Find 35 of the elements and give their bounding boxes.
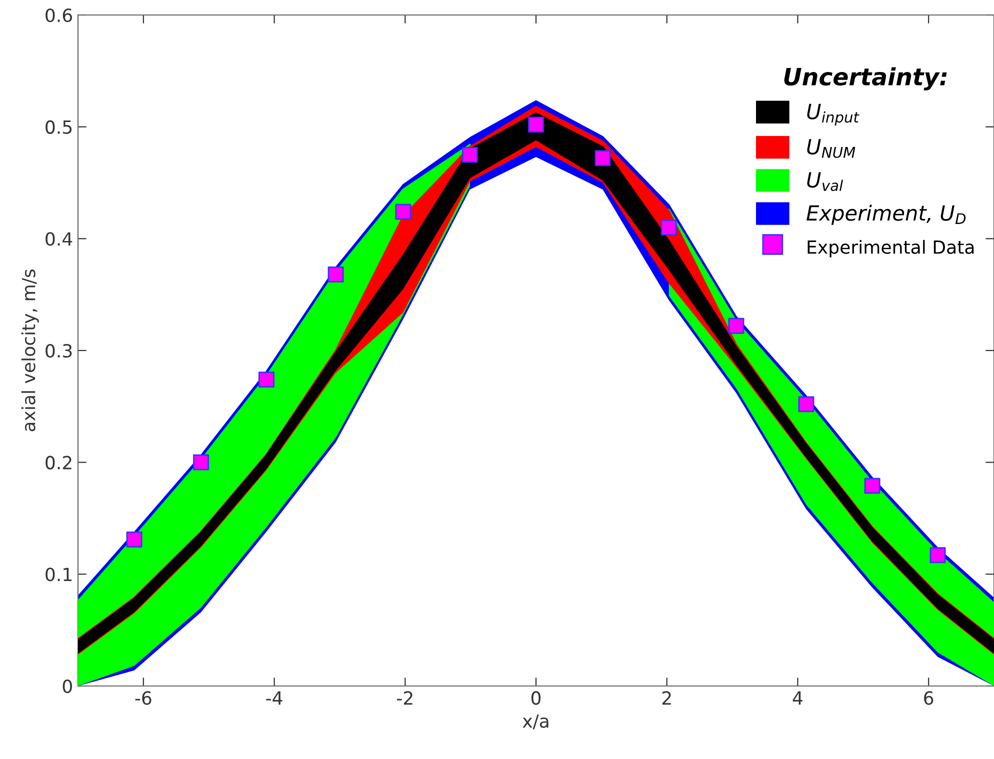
- y-tick-label: 0.4: [46, 232, 72, 246]
- x-tick-label: 0: [531, 691, 541, 705]
- legend-label: U$_{val}$: [807, 172, 843, 192]
- y-tick-label: 0.2: [46, 456, 72, 470]
- point: [930, 547, 946, 564]
- point: [462, 146, 478, 163]
- legend-label: Experimental Data: [808, 240, 974, 258]
- point: [798, 396, 814, 412]
- y-tick-label: 0.3: [46, 344, 72, 358]
- x-tick-label: 6: [924, 691, 934, 705]
- point: [328, 266, 344, 282]
- legend-title: Uncertainty:: [784, 67, 947, 90]
- point: [864, 478, 880, 494]
- y-tick-label: 0.5: [46, 120, 72, 134]
- x-tick-label: -2: [397, 691, 412, 705]
- point: [660, 220, 677, 236]
- point: [126, 532, 142, 548]
- point: [728, 318, 744, 334]
- legend-label: Experiment, U$_{D}$: [806, 204, 966, 225]
- y-tick-label: 0: [62, 679, 72, 694]
- y-tick-label: 0.1: [46, 568, 72, 582]
- x-tick-label: 4: [792, 691, 802, 705]
- y-tick-label: 0.6: [46, 8, 72, 22]
- point: [193, 454, 209, 470]
- point: [395, 204, 412, 220]
- x-tick-label: 2: [662, 691, 671, 705]
- x-tick-label: -4: [266, 691, 282, 705]
- point: [258, 372, 274, 388]
- legend-label: U$_{NUM}$: [807, 139, 856, 158]
- y-axis-title: axial velocity, m/s: [21, 270, 39, 432]
- legend-label: U$_{input}$: [807, 104, 860, 126]
- x-tick-label: -6: [135, 691, 152, 705]
- point: [594, 150, 611, 166]
- x-axis-title: x/a: [522, 714, 548, 730]
- point: [528, 116, 544, 133]
